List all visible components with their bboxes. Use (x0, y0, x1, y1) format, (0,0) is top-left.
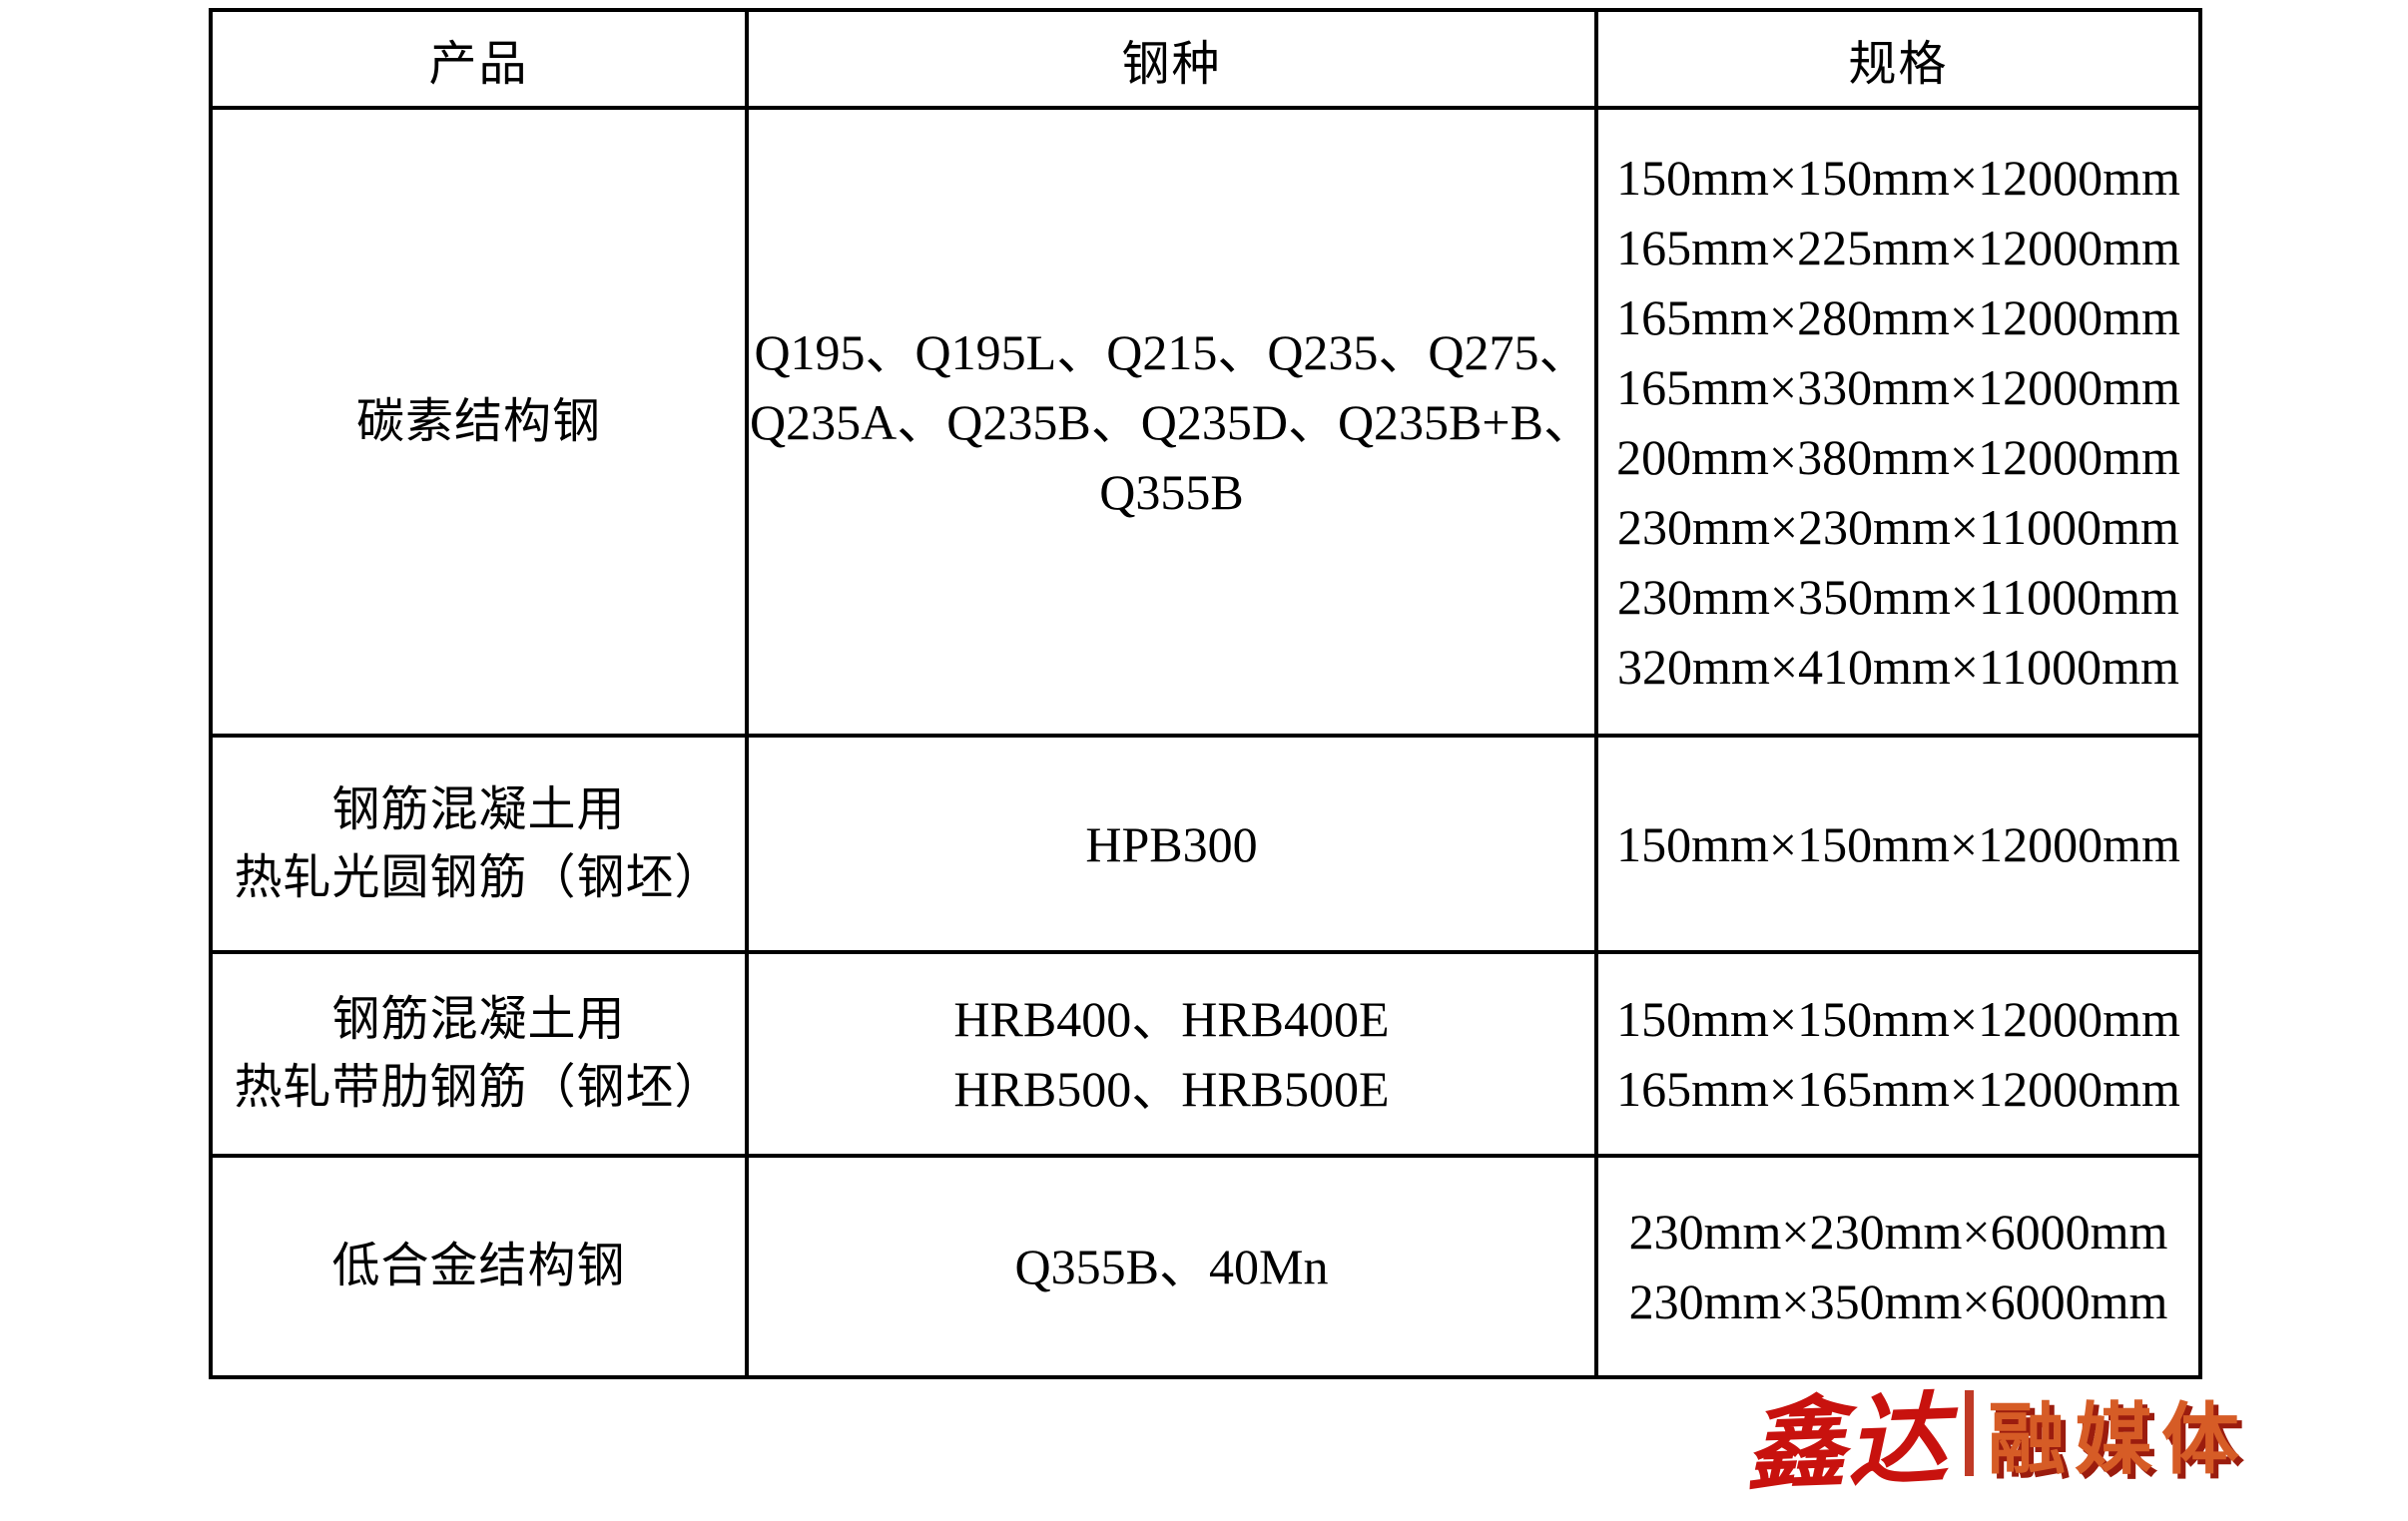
grades-cell: HRB400、HRB400E HRB500、HRB500E (745, 950, 1598, 1158)
spec-line: 165mm×225mm×12000mm (1616, 219, 2180, 275)
steel-products-table: 产品 钢种 规格 碳素结构钢 Q195、Q195L、Q215、Q235、Q275… (209, 8, 2202, 1379)
specs-cell: 150mm×150mm×12000mm 165mm×165mm×12000mm (1594, 950, 2202, 1158)
header-specification: 规格 (1594, 8, 2202, 110)
grade-line: Q355B (1099, 463, 1244, 520)
watermark-brand-text: 鑫达 (1743, 1383, 1952, 1503)
grades-cell: Q355B、40Mn (745, 1154, 1598, 1379)
table-header-row: 产品 钢种 规格 (209, 8, 2202, 110)
grades-cell: Q195、Q195L、Q215、Q235、Q275、 Q235A、Q235B、Q… (745, 106, 1598, 738)
product-line: 钢筋混凝土用 (331, 782, 626, 836)
specs-cell: 150mm×150mm×12000mm (1594, 734, 2202, 954)
product-line: 热轧光圆钢筋（钢坯） (234, 850, 724, 904)
grade-line: Q355B、40Mn (1014, 1239, 1329, 1294)
product-cell: 低合金结构钢 (209, 1154, 749, 1379)
product-line: 热轧带肋钢筋（钢坯） (234, 1061, 724, 1114)
table-container: 产品 钢种 规格 碳素结构钢 Q195、Q195L、Q215、Q235、Q275… (209, 8, 2202, 1379)
grade-line: HRB400、HRB400E (953, 991, 1390, 1047)
grade-line: Q195、Q195L、Q215、Q235、Q275、 (754, 323, 1589, 380)
spec-line: 230mm×230mm×11000mm (1617, 498, 2179, 555)
product-cell: 钢筋混凝土用 热轧带肋钢筋（钢坯） (209, 950, 749, 1158)
spec-line: 165mm×330mm×12000mm (1616, 358, 2180, 415)
grade-line: HPB300 (1085, 815, 1258, 872)
watermark-logo: 鑫达 融媒体 (1743, 1381, 2248, 1502)
specs-cell: 230mm×230mm×6000mm 230mm×350mm×6000mm (1594, 1154, 2202, 1379)
table-row: 低合金结构钢 Q355B、40Mn 230mm×230mm×6000mm 230… (209, 1154, 2202, 1379)
spec-line: 230mm×350mm×6000mm (1628, 1273, 2168, 1329)
spec-line: 150mm×150mm×12000mm (1616, 991, 2180, 1047)
spec-line: 165mm×165mm×12000mm (1616, 1061, 2180, 1117)
spec-line: 320mm×410mm×11000mm (1617, 638, 2179, 695)
spec-line: 230mm×230mm×6000mm (1628, 1204, 2168, 1260)
spec-line: 165mm×280mm×12000mm (1616, 288, 2180, 345)
spec-line: 150mm×150mm×12000mm (1616, 815, 2180, 872)
table-row: 钢筋混凝土用 热轧光圆钢筋（钢坯） HPB300 150mm×150mm×120… (209, 734, 2202, 954)
header-product: 产品 (209, 8, 749, 110)
header-steel-grade: 钢种 (745, 8, 1598, 110)
watermark-divider-bar (1965, 1390, 1974, 1476)
grade-line: Q235A、Q235B、Q235D、Q235B+B、 (750, 393, 1593, 450)
spec-line: 150mm×150mm×12000mm (1616, 149, 2180, 206)
product-line: 低合金结构钢 (331, 1240, 626, 1292)
product-line: 碳素结构钢 (355, 394, 601, 448)
grade-line: HRB500、HRB500E (953, 1061, 1390, 1117)
table-row: 钢筋混凝土用 热轧带肋钢筋（钢坯） HRB400、HRB400E HRB500、… (209, 950, 2202, 1158)
product-cell: 碳素结构钢 (209, 106, 749, 738)
table-row: 碳素结构钢 Q195、Q195L、Q215、Q235、Q275、 Q235A、Q… (209, 106, 2202, 738)
spec-line: 230mm×350mm×11000mm (1617, 568, 2179, 625)
grades-cell: HPB300 (745, 734, 1598, 954)
product-line: 钢筋混凝土用 (331, 993, 626, 1046)
watermark-suffix-text: 融媒体 (1988, 1395, 2249, 1483)
specs-cell: 150mm×150mm×12000mm 165mm×225mm×12000mm … (1594, 106, 2202, 738)
spec-line: 200mm×380mm×12000mm (1616, 428, 2180, 485)
product-cell: 钢筋混凝土用 热轧光圆钢筋（钢坯） (209, 734, 749, 954)
